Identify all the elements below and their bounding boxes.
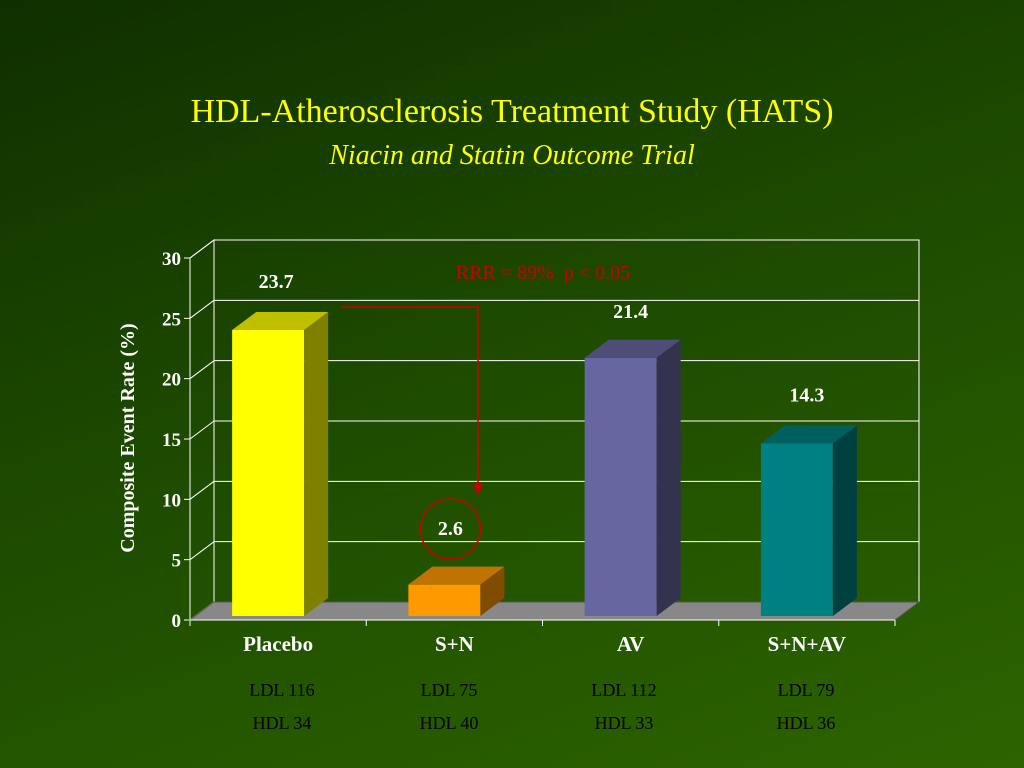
gridline-depth	[189, 541, 215, 561]
bar-top	[408, 566, 505, 585]
bar-front	[408, 584, 481, 616]
y-tick-label: 10	[162, 490, 181, 511]
annotation-arrow-line	[342, 306, 479, 488]
y-tick-label: 25	[162, 309, 181, 330]
y-tick-label: 30	[162, 249, 181, 270]
bar-front	[232, 330, 305, 616]
bar-front	[584, 357, 657, 616]
bar-s-n	[408, 566, 505, 616]
gridline-depth	[189, 360, 215, 380]
bar-top	[760, 425, 857, 444]
data-label: 23.7	[259, 271, 294, 293]
bar-side	[656, 339, 681, 616]
hdl-value: HDL 33	[594, 713, 654, 733]
bar-side	[480, 566, 505, 616]
data-label: 21.4	[613, 301, 648, 323]
hdl-value: HDL 40	[419, 713, 479, 733]
y-tick-label: 15	[162, 430, 181, 451]
bar-s-n-av	[760, 425, 857, 616]
highlight-circle	[419, 498, 482, 560]
bar-top	[584, 339, 681, 358]
ldl-value: LDL 112	[591, 680, 657, 700]
gridline-depth	[189, 480, 215, 500]
y-tick-label: 5	[172, 551, 182, 572]
slide-title: HDL-Atherosclerosis Treatment Study (HAT…	[190, 93, 834, 130]
y-tick-label: 0	[172, 611, 182, 632]
annotation-arrow-head	[473, 484, 483, 495]
category-label: S+N+AV	[768, 632, 846, 656]
gridline-depth	[189, 299, 215, 319]
data-label: 2.6	[438, 518, 463, 540]
bar-side	[832, 425, 857, 616]
ldl-value: LDL 75	[420, 680, 478, 700]
ldl-value: LDL 116	[249, 680, 315, 700]
ldl-value: LDL 79	[777, 680, 835, 700]
bar-side	[304, 312, 329, 616]
category-label: S+N	[435, 632, 474, 656]
bar-top	[232, 312, 329, 331]
gridline-depth	[189, 239, 215, 259]
hdl-value: HDL 34	[252, 713, 312, 733]
category-label: Placebo	[243, 632, 313, 656]
y-axis-label: Composite Event Rate (%)	[117, 323, 139, 552]
rrr-annotation: RRR = 89% p < 0.05	[456, 262, 630, 284]
category-label: AV	[617, 632, 645, 656]
y-tick-label: 20	[162, 370, 181, 391]
slide-subtitle: Niacin and Statin Outcome Trial	[329, 140, 695, 171]
bar-front	[760, 443, 833, 616]
gridline-depth	[189, 420, 215, 440]
data-label: 14.3	[789, 384, 824, 406]
hdl-value: HDL 36	[776, 713, 836, 733]
bar-av	[584, 339, 681, 616]
bar-placebo	[232, 312, 329, 616]
